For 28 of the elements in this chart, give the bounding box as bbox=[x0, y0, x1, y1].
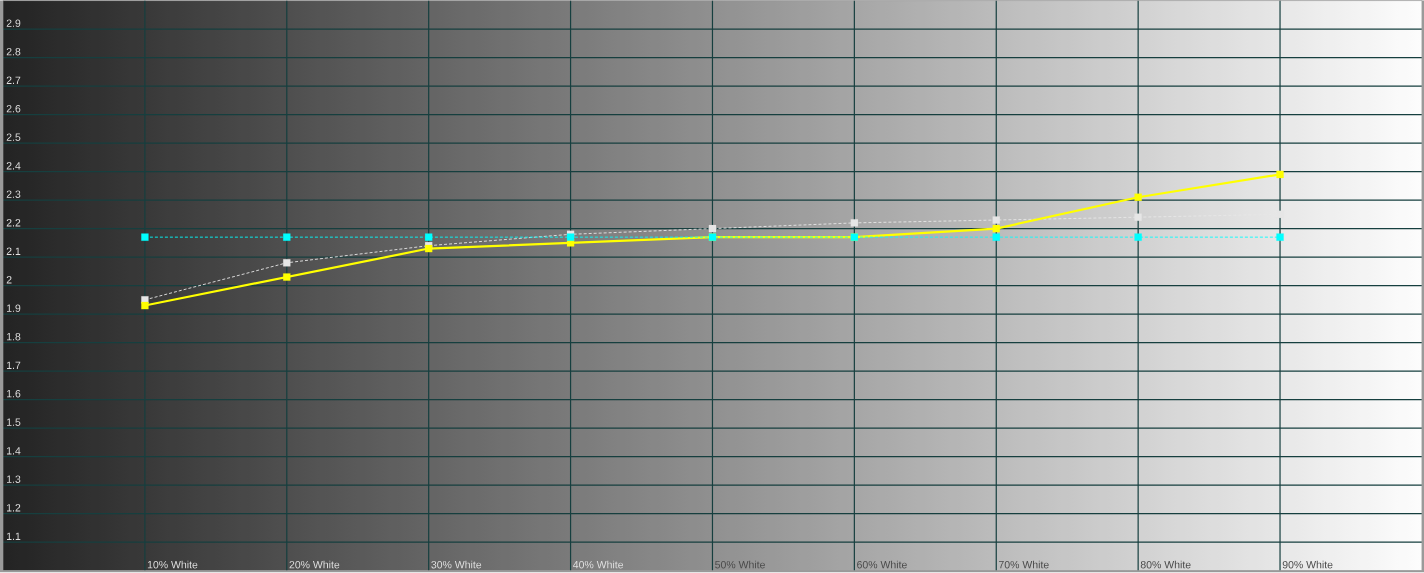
y-tick-label: 1.9 bbox=[7, 304, 21, 313]
y-tick-label: 1.6 bbox=[7, 390, 21, 398]
y-tick-label: 1.5 bbox=[7, 418, 21, 427]
y-tick-label: 1.3 bbox=[7, 475, 21, 484]
x-tick-label: 60% White bbox=[857, 560, 907, 569]
x-tick-label: 40% White bbox=[573, 560, 624, 569]
y-tick-label: 2.1 bbox=[6, 247, 21, 256]
x-tick-label: 20% White bbox=[289, 560, 340, 569]
y-tick-label: 2.8 bbox=[6, 48, 21, 56]
y-tick-label: 1.8 bbox=[7, 333, 21, 341]
y-tick-label: 1.2 bbox=[7, 504, 21, 512]
x-tick-label: 80% White bbox=[1140, 560, 1191, 569]
y-tick-label: 2.7 bbox=[6, 76, 21, 85]
y-tick-label: 1.4 bbox=[7, 447, 21, 455]
y-tick-label: 2.3 bbox=[6, 190, 21, 199]
x-tick-label: 70% White bbox=[998, 560, 1049, 569]
y-tick-label: 1.1 bbox=[7, 532, 21, 541]
y-tick-label: 2.6 bbox=[6, 105, 21, 113]
y-tick-label: 2.9 bbox=[6, 19, 21, 28]
x-tick-label: 30% White bbox=[431, 560, 482, 569]
y-tick-label: 2.4 bbox=[6, 162, 21, 170]
x-tick-label: 90% White bbox=[1282, 560, 1333, 569]
y-tick-label: 2.2 bbox=[6, 219, 21, 227]
x-tick-label: 10% White bbox=[147, 560, 198, 569]
y-tick-label: 2.5 bbox=[6, 133, 21, 142]
y-tick-label: 2 bbox=[6, 276, 12, 284]
x-tick-label: 50% White bbox=[715, 560, 765, 569]
y-tick-label: 1.7 bbox=[7, 361, 21, 370]
